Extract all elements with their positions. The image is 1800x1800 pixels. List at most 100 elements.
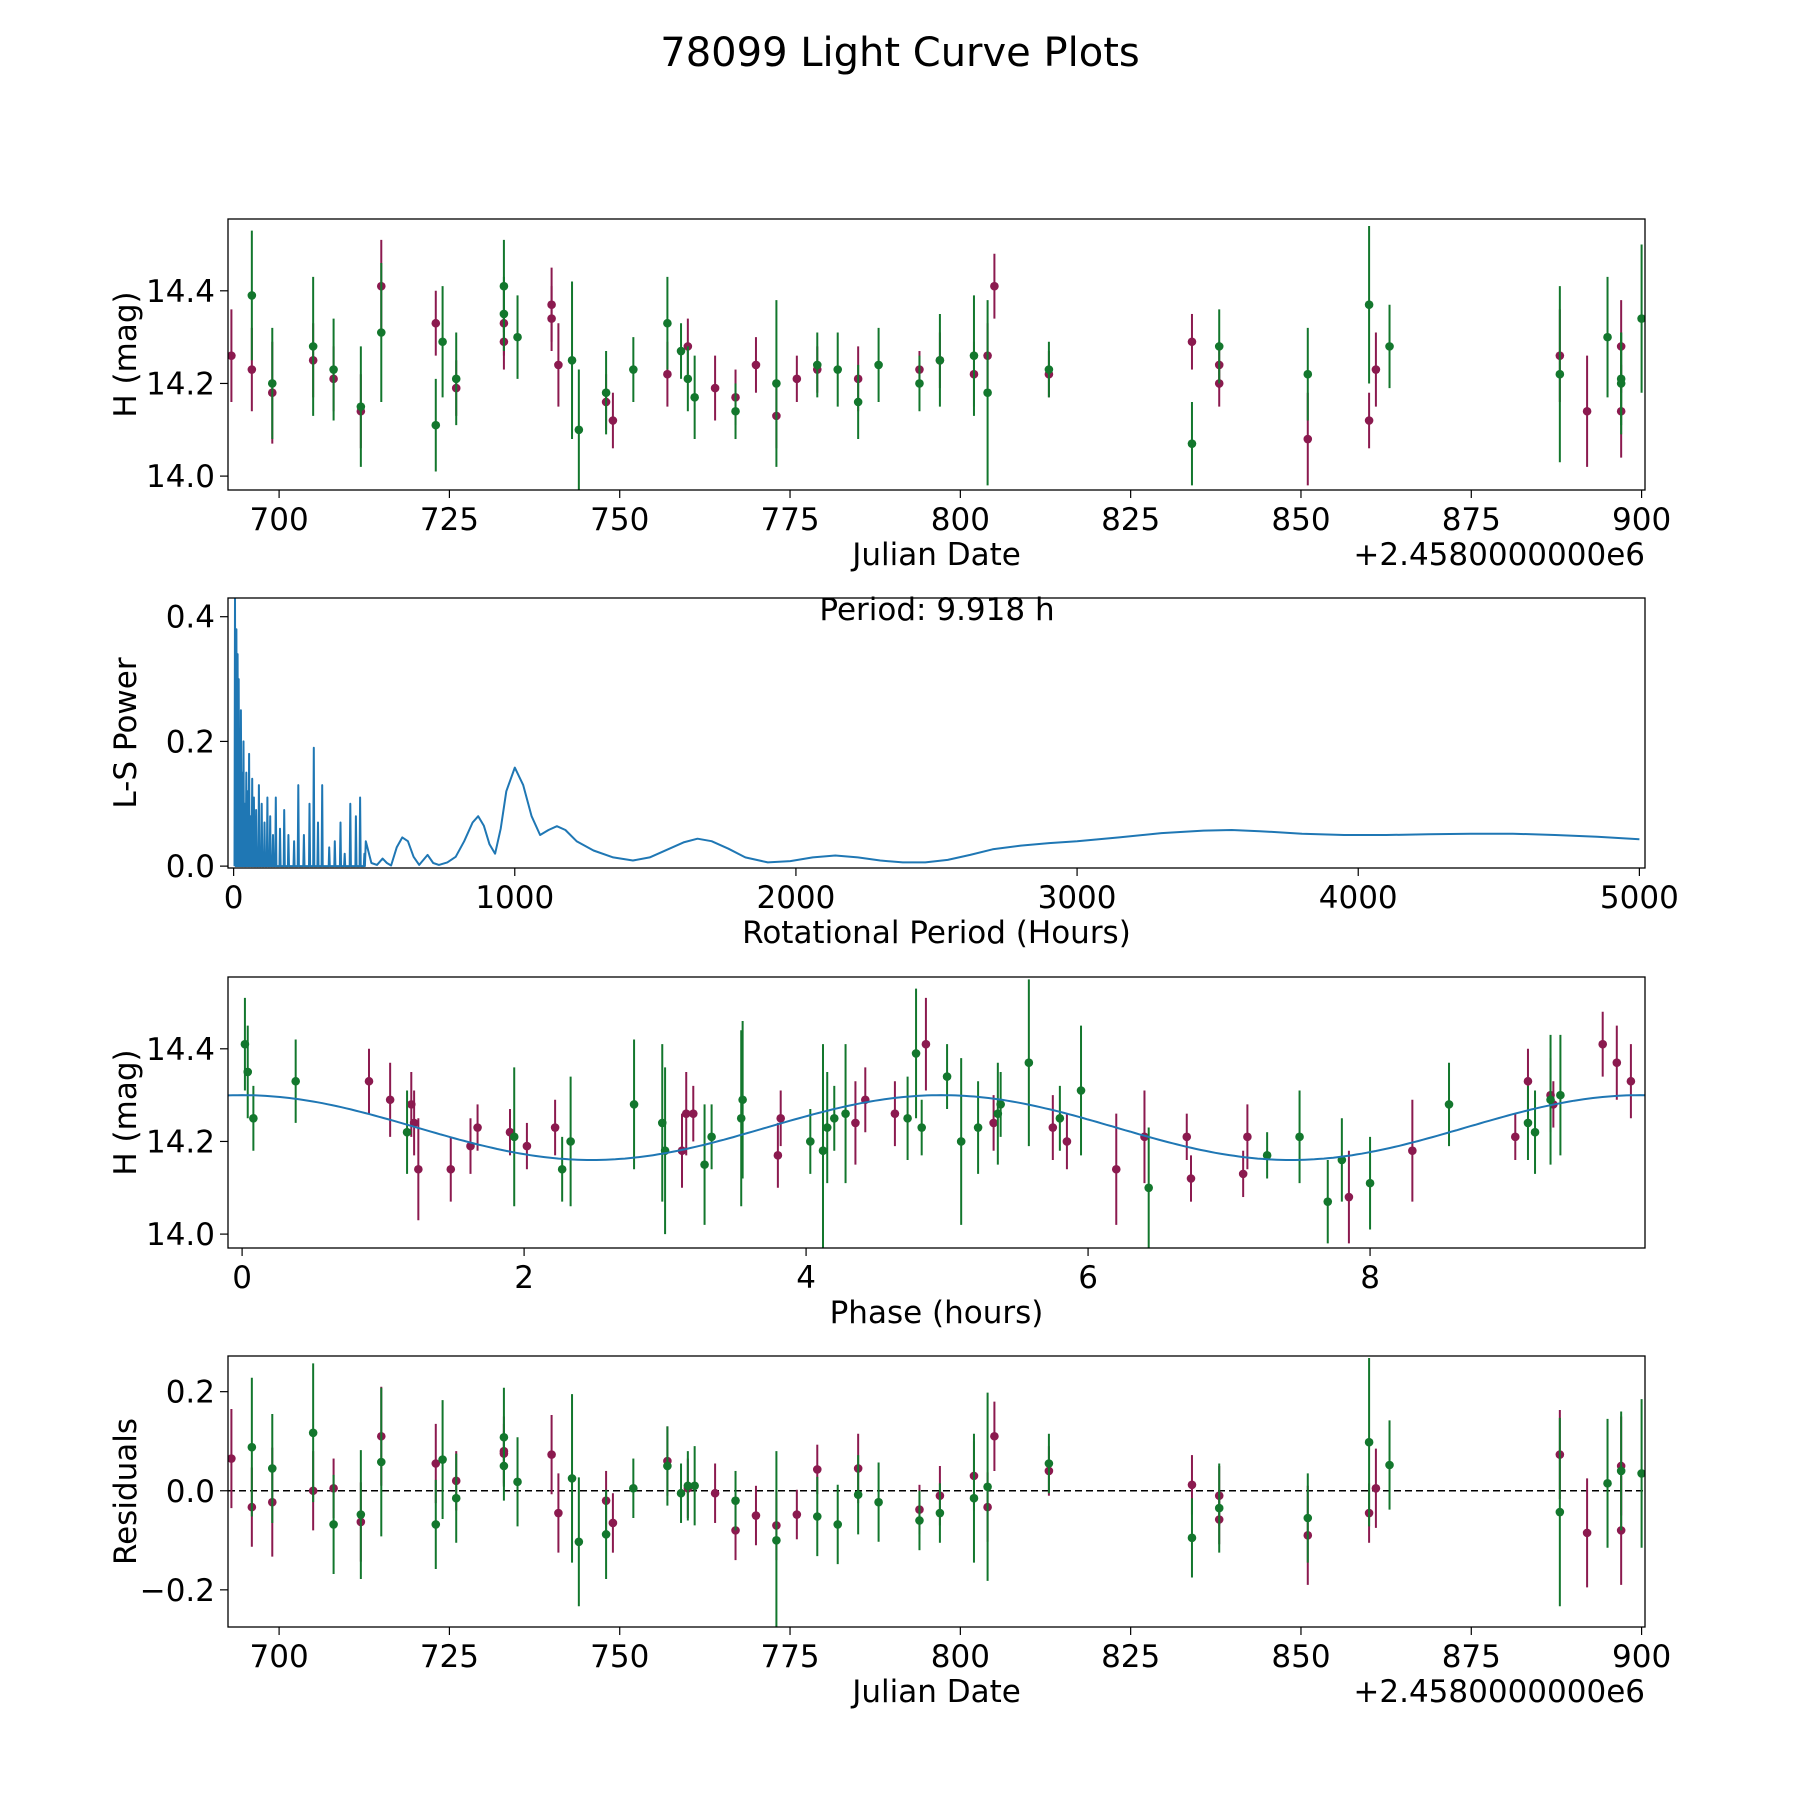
y-axis-label: H (mag)	[108, 1049, 144, 1175]
data-point	[1365, 1178, 1375, 1188]
data-point	[683, 1481, 693, 1491]
y-tick-label: 14.0	[146, 1217, 215, 1253]
data-point	[249, 1113, 258, 1123]
data-point	[1024, 1058, 1034, 1068]
x-tick-label: 3000	[1038, 880, 1117, 916]
data-point	[690, 393, 699, 402]
data-point	[792, 1510, 802, 1519]
y-tick-label: 0.2	[166, 724, 215, 760]
data-point	[1385, 342, 1394, 351]
data-point	[663, 369, 672, 379]
data-point	[1344, 1192, 1354, 1202]
y-axis-label: H (mag)	[108, 291, 144, 417]
x-offset-label: +2.4580000000e6	[1353, 537, 1645, 573]
data-point	[688, 1109, 698, 1118]
x-tick-label: 750	[590, 1639, 649, 1675]
data-point	[243, 1067, 253, 1077]
x-tick-label: 850	[1271, 502, 1330, 538]
data-point	[608, 416, 618, 425]
data-point	[1303, 1513, 1313, 1523]
data-point	[308, 1428, 318, 1438]
x-tick-label: 0	[232, 1260, 252, 1296]
data-point	[773, 1151, 783, 1160]
data-point	[601, 388, 611, 398]
data-point	[329, 365, 338, 374]
data-point	[267, 1464, 277, 1473]
data-point	[1371, 365, 1381, 374]
data-point	[676, 346, 686, 356]
data-point	[1523, 1118, 1533, 1128]
x-tick-label: 850	[1271, 1639, 1330, 1675]
data-point	[291, 1076, 300, 1086]
data-point	[935, 355, 945, 365]
data-point	[438, 1455, 447, 1464]
axes-frame	[227, 1355, 1646, 1628]
x-tick-label: 1000	[475, 880, 554, 916]
data-point	[681, 1109, 691, 1118]
data-point	[547, 1450, 556, 1459]
data-point	[499, 1432, 509, 1442]
x-axis-label: Phase (hours)	[830, 1295, 1044, 1331]
data-point	[1626, 1076, 1636, 1086]
x-tick-label: 775	[760, 1639, 819, 1675]
data-point	[409, 1118, 419, 1128]
data-point	[567, 1474, 577, 1483]
data-point	[911, 1049, 921, 1058]
data-point	[818, 1146, 828, 1156]
data-point	[376, 1457, 386, 1467]
data-point	[700, 1160, 709, 1169]
x-tick-label: 6	[1078, 1260, 1098, 1296]
x-tick-label: 825	[1101, 502, 1160, 538]
power-line	[233, 598, 1640, 868]
x-tick-label: 725	[420, 502, 479, 538]
series-filter-B	[247, 225, 1645, 490]
data-point	[921, 1039, 931, 1049]
data-point	[608, 1518, 618, 1528]
data-point	[1214, 342, 1224, 351]
data-point	[690, 1481, 699, 1491]
data-point	[1048, 1123, 1058, 1132]
data-point	[738, 1095, 747, 1105]
data-point	[1262, 1151, 1272, 1160]
data-point	[1616, 379, 1626, 388]
x-axis-label: Rotational Period (Hours)	[742, 915, 1131, 951]
data-point	[1144, 1183, 1153, 1193]
data-point	[942, 1072, 952, 1081]
y-tick-label: 14.2	[146, 1124, 215, 1160]
data-point	[509, 1132, 519, 1142]
x-tick-label: 900	[1612, 502, 1671, 538]
data-point	[663, 1461, 672, 1471]
data-point	[1303, 434, 1313, 444]
data-point	[1364, 1437, 1374, 1447]
data-point	[731, 406, 740, 416]
y-tick-label: 0.4	[166, 600, 215, 636]
data-point	[1556, 1090, 1565, 1100]
data-point	[431, 420, 441, 430]
data-point	[736, 1113, 746, 1123]
data-point	[1238, 1169, 1248, 1179]
data-point	[601, 1530, 611, 1539]
data-point	[683, 374, 693, 384]
data-point	[1637, 1469, 1645, 1478]
y-axis-label: Residuals	[108, 1418, 144, 1565]
data-point	[566, 1137, 575, 1146]
data-point	[329, 1520, 338, 1529]
x-tick-label: 700	[250, 1639, 309, 1675]
data-point	[1187, 439, 1197, 448]
data-point	[446, 1164, 456, 1174]
fit-curve	[228, 1094, 1645, 1161]
data-point	[557, 1164, 567, 1174]
data-point	[431, 318, 441, 328]
data-point	[1044, 365, 1054, 374]
data-point	[364, 1076, 374, 1086]
plot-area	[228, 979, 1645, 1248]
x-tick-label: 2	[514, 1260, 534, 1296]
data-point	[890, 1109, 900, 1118]
data-point	[1186, 1174, 1196, 1183]
data-point	[1187, 1533, 1197, 1543]
data-point	[996, 1100, 1005, 1109]
data-point	[1295, 1132, 1304, 1142]
data-point	[973, 1123, 983, 1132]
data-point	[1555, 369, 1565, 379]
